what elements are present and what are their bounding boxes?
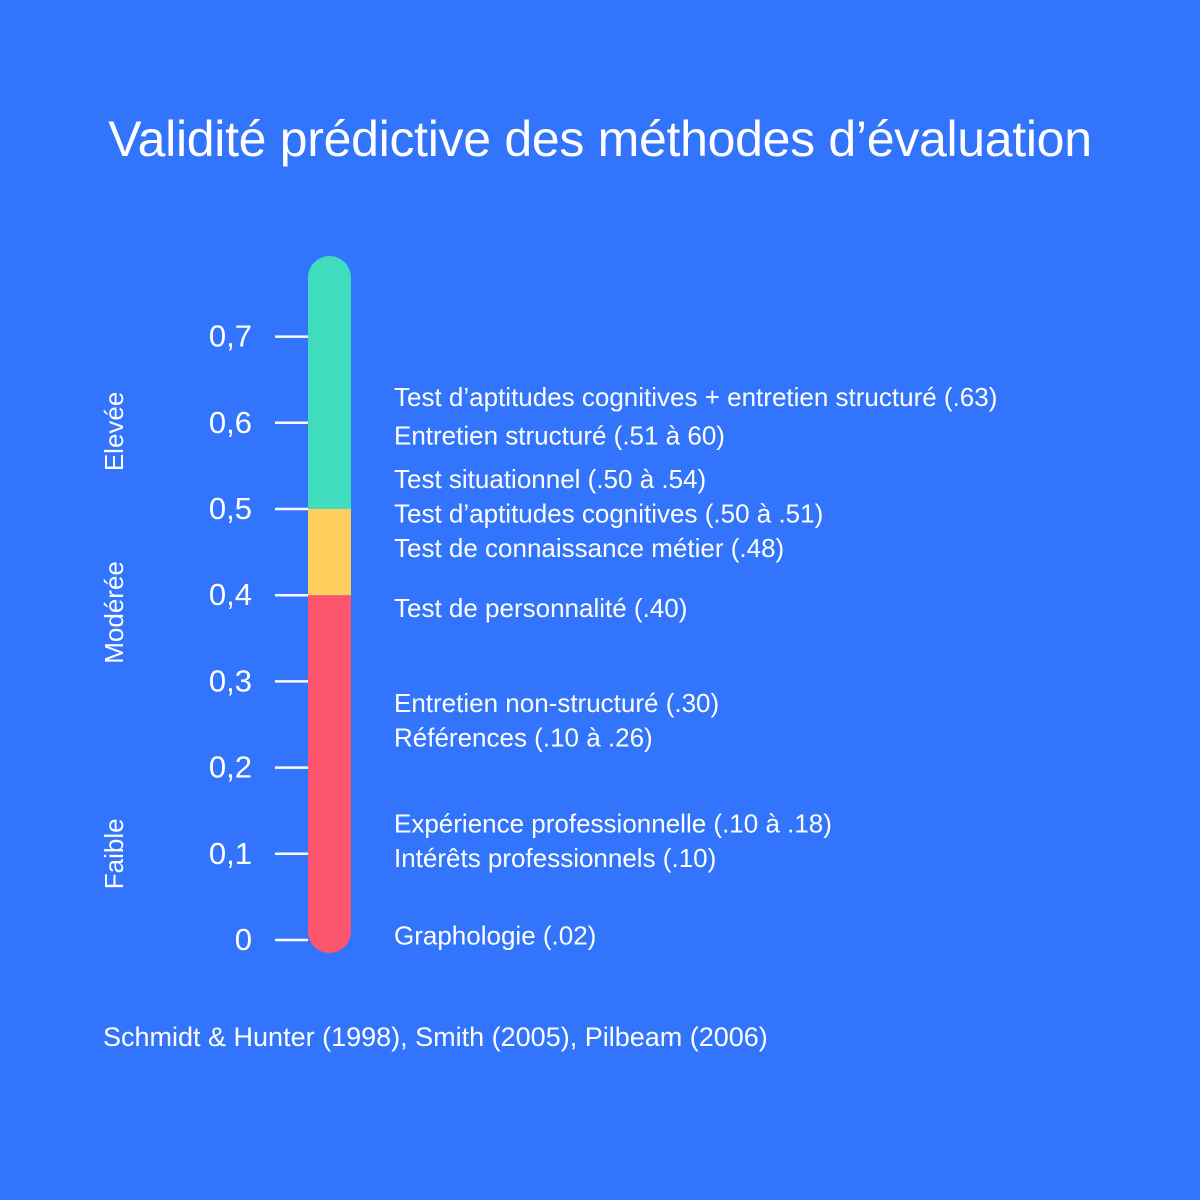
band-labels: Faible Modérée Elevée [99,392,129,890]
chart-title: Validité prédictive des méthodes d’évalu… [108,111,1092,167]
band-1 [308,509,351,596]
y-tick-label-5: 0,5 [209,491,252,526]
y-tick-label-4: 0,4 [209,577,252,612]
method-label-2: Test situationnel (.50 à .54) [394,464,706,494]
method-label-1: Entretien structuré (.51 à 60) [394,421,725,451]
method-label-3: Test d’aptitudes cognitives (.50 à .51) [394,498,823,528]
method-label-7: Références (.10 à .26) [394,722,653,752]
band-label-2: Elevée [99,392,129,472]
method-label-10: Graphologie (.02) [394,921,596,951]
method-labels: Test d’aptitudes cognitives + entretien … [394,382,997,951]
y-tick-label-0: 0 [235,922,252,957]
y-tick-label-1: 0,1 [209,836,252,871]
band-2 [308,256,351,509]
y-tick-label-7: 0,7 [209,319,252,354]
method-label-6: Entretien non-structuré (.30) [394,688,719,718]
y-tick-label-3: 0,3 [209,663,252,698]
method-label-9: Intérêts professionnels (.10) [394,843,716,873]
validity-scale-chart: 0 0,1 0,2 0,3 0,4 0,5 0,6 0,7 Faible Modérée Elev… [99,256,997,957]
y-tick-label-6: 0,6 [209,405,252,440]
method-label-4: Test de connaissance métier (.48) [394,533,784,563]
source-citation: Schmidt & Hunter (1998), Smith (2005), P… [103,1022,768,1052]
band-label-1: Modérée [99,561,129,664]
band-label-0: Faible [99,818,129,889]
band-0 [308,595,351,953]
method-label-5: Test de personnalité (.40) [394,593,687,623]
y-tick-label-2: 0,2 [209,750,252,785]
scale-bar [308,256,351,953]
method-label-8: Expérience professionnelle (.10 à .18) [394,809,832,839]
method-label-0: Test d’aptitudes cognitives + entretien … [394,382,997,412]
y-axis: 0 0,1 0,2 0,3 0,4 0,5 0,6 0,7 [209,319,308,957]
